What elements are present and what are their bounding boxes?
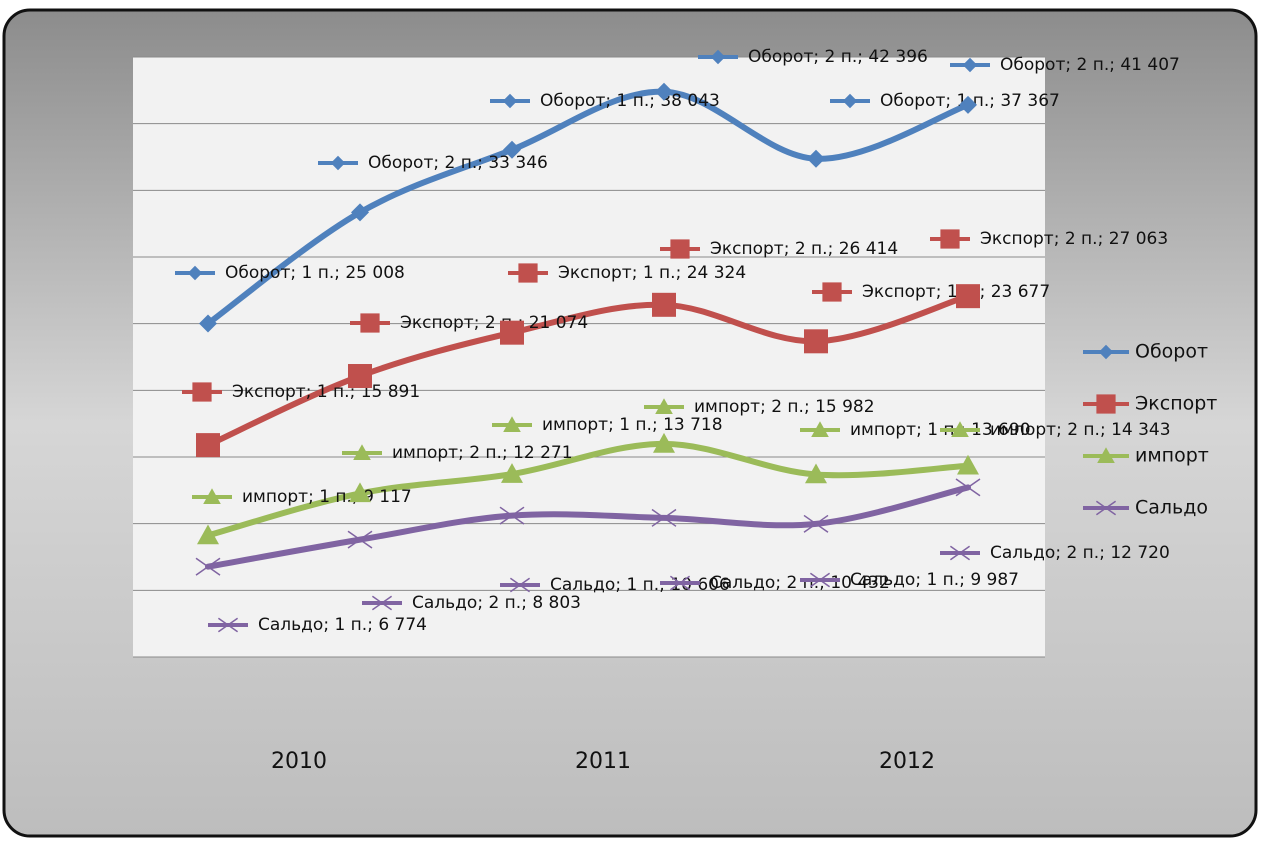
label-key-marker [503, 416, 521, 433]
data-point [503, 140, 521, 159]
data-label: импорт; 2 п.; 15 982 [694, 397, 875, 417]
label-key-marker [811, 421, 829, 438]
data-point [804, 329, 828, 354]
data-point [652, 292, 676, 317]
plot-area [133, 57, 1045, 657]
label-key-marker [217, 617, 239, 633]
label-key-marker [710, 49, 726, 65]
data-point [197, 524, 219, 545]
data-label: Экспорт; 2 п.; 27 063 [980, 229, 1168, 249]
legend-label: Сальдо [1135, 497, 1208, 519]
data-label: Сальдо; 2 п.; 12 720 [990, 543, 1170, 563]
legend-label: Экспорт [1135, 393, 1217, 415]
label-key-marker [655, 398, 673, 415]
data-point [196, 433, 220, 458]
label-key-marker [949, 545, 971, 561]
label-key-marker [360, 313, 380, 333]
label-key-marker [670, 239, 690, 259]
data-label: импорт; 1 п.; 13 718 [542, 415, 723, 435]
data-label: Сальдо; 1 п.; 10 606 [550, 575, 730, 595]
data-point [499, 506, 525, 525]
legend-marker [1097, 447, 1115, 464]
data-point [653, 432, 675, 453]
data-point [349, 482, 371, 503]
x-group-label: 2011 [575, 749, 631, 774]
data-label: Оборот; 2 п.; 33 346 [368, 153, 548, 173]
data-label: Экспорт; 1 п.; 24 324 [558, 263, 746, 283]
data-label: импорт; 2 п.; 12 271 [392, 443, 573, 463]
label-key-marker [330, 155, 346, 171]
label-key-marker [940, 229, 960, 249]
legend-marker [1095, 500, 1117, 516]
data-label: импорт; 2 п.; 14 343 [990, 420, 1171, 440]
data-point [956, 284, 980, 309]
data-label: Оборот; 2 п.; 41 407 [1000, 55, 1180, 75]
data-point [199, 314, 217, 333]
data-label: Оборот; 1 п.; 25 008 [225, 263, 405, 283]
series-line [205, 484, 971, 570]
data-point [195, 557, 221, 576]
label-key-marker [822, 282, 842, 302]
data-label: Экспорт; 1 п.; 15 891 [232, 382, 420, 402]
legend-label: Оборот [1135, 341, 1208, 363]
data-label: Сальдо; 1 п.; 6 774 [258, 615, 427, 635]
series-line [205, 88, 971, 327]
label-key-marker [203, 488, 221, 505]
data-label: импорт; 1 п.; 9 117 [242, 487, 412, 507]
label-key-marker [809, 572, 831, 588]
label-key-marker [187, 265, 203, 281]
data-label: Сальдо; 1 п.; 9 987 [850, 570, 1019, 590]
data-label: Оборот; 2 п.; 42 396 [748, 47, 928, 67]
data-label: Экспорт; 2 п.; 26 414 [710, 239, 898, 259]
legend-marker [1098, 344, 1114, 360]
label-key-marker [353, 444, 371, 461]
data-point [351, 203, 369, 222]
label-key-marker [951, 421, 969, 438]
label-key-marker [962, 57, 978, 73]
label-key-marker [669, 575, 691, 591]
data-point [501, 463, 523, 483]
series-line [205, 293, 971, 449]
legend-label: импорт [1135, 445, 1209, 467]
data-point [807, 149, 825, 168]
label-key-marker [502, 93, 518, 109]
x-group-label: 2010 [271, 749, 327, 774]
data-point [803, 514, 829, 533]
data-label: Сальдо; 2 п.; 10 432 [710, 573, 890, 593]
label-key-marker [371, 595, 393, 611]
data-label: Оборот; 1 п.; 38 043 [540, 91, 720, 111]
data-point [655, 82, 673, 101]
data-label: Сальдо; 2 п.; 8 803 [412, 593, 581, 613]
data-point [805, 463, 827, 484]
label-key-marker [518, 263, 538, 283]
label-key-marker [842, 93, 858, 109]
data-point [957, 454, 979, 475]
data-point [347, 530, 373, 549]
label-key-marker [192, 382, 212, 402]
legend-marker [1096, 394, 1116, 414]
series-line [205, 440, 971, 539]
data-point [651, 508, 677, 527]
data-point [959, 95, 977, 114]
data-point [955, 478, 981, 497]
data-label: Экспорт; 2 п.; 21 074 [400, 313, 588, 333]
data-point [348, 364, 372, 389]
x-group-label: 2012 [879, 749, 935, 774]
data-point [500, 320, 524, 345]
label-key-marker [509, 577, 531, 593]
